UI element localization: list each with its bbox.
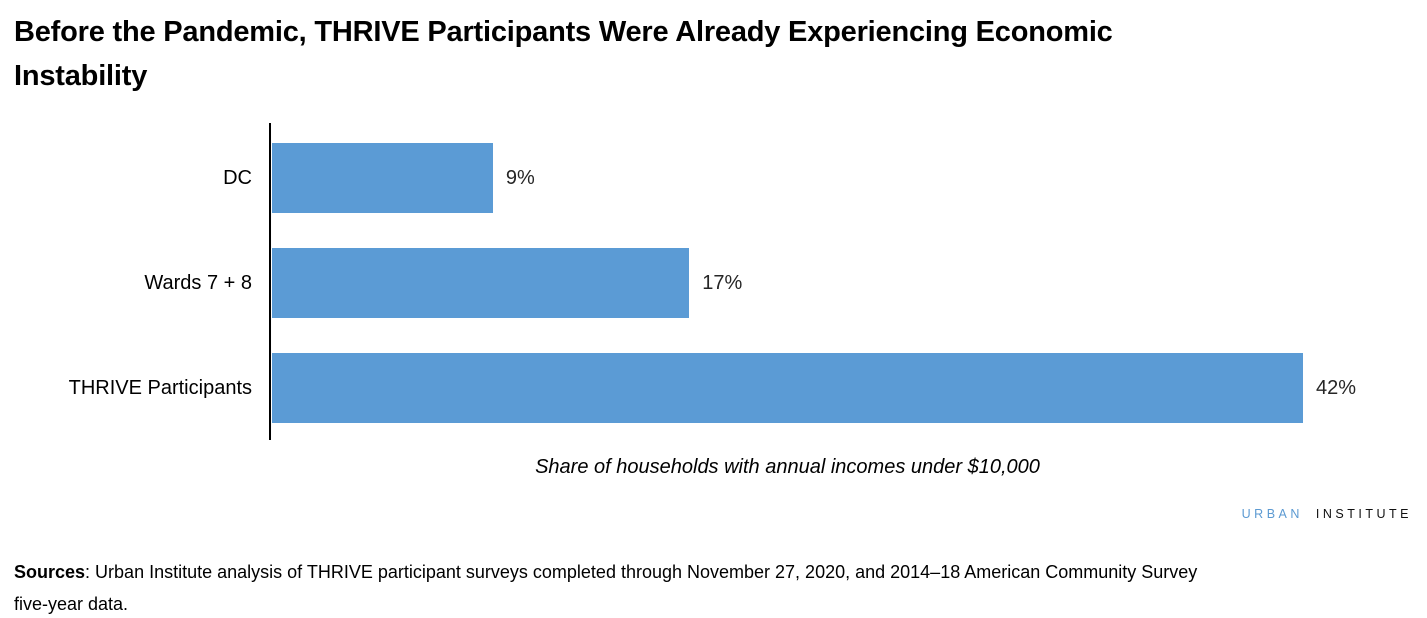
sources-label: Sources: [14, 562, 86, 582]
bar: [272, 353, 1303, 423]
page-title: Before the Pandemic, THRIVE Participants…: [14, 10, 1113, 98]
logo-institute: INSTITUTE: [1315, 507, 1412, 521]
sources-text-line-2: five-year data.: [14, 594, 129, 614]
value-label: 9%: [505, 166, 535, 189]
category-label: THRIVE Participants: [68, 376, 252, 399]
bar-row: DC 9%: [0, 143, 1427, 213]
value-label: 17%: [702, 271, 743, 294]
x-axis-label: Share of households with annual incomes …: [535, 456, 1040, 478]
sources-note: Sources: Urban Institute analysis of THR…: [14, 556, 1414, 618]
category-label: Wards 7 + 8: [144, 271, 252, 294]
bar-row: Wards 7 + 8 17%: [0, 248, 1427, 318]
bar: [272, 248, 690, 318]
title-line-2: Instability: [14, 60, 148, 92]
title-line-1: Before the Pandemic, THRIVE Participants…: [14, 16, 1113, 48]
bar: [272, 143, 493, 213]
y-axis-line: [269, 123, 271, 440]
category-label: DC: [223, 166, 252, 189]
sources-text-line-1: : Urban Institute analysis of THRIVE par…: [85, 562, 1198, 582]
logo-urban: URBAN: [1241, 507, 1303, 521]
urban-institute-logo: URBAN INSTITUTE: [1242, 507, 1412, 521]
value-label: 42%: [1316, 376, 1357, 399]
bar-row: THRIVE Participants 42%: [0, 353, 1427, 423]
